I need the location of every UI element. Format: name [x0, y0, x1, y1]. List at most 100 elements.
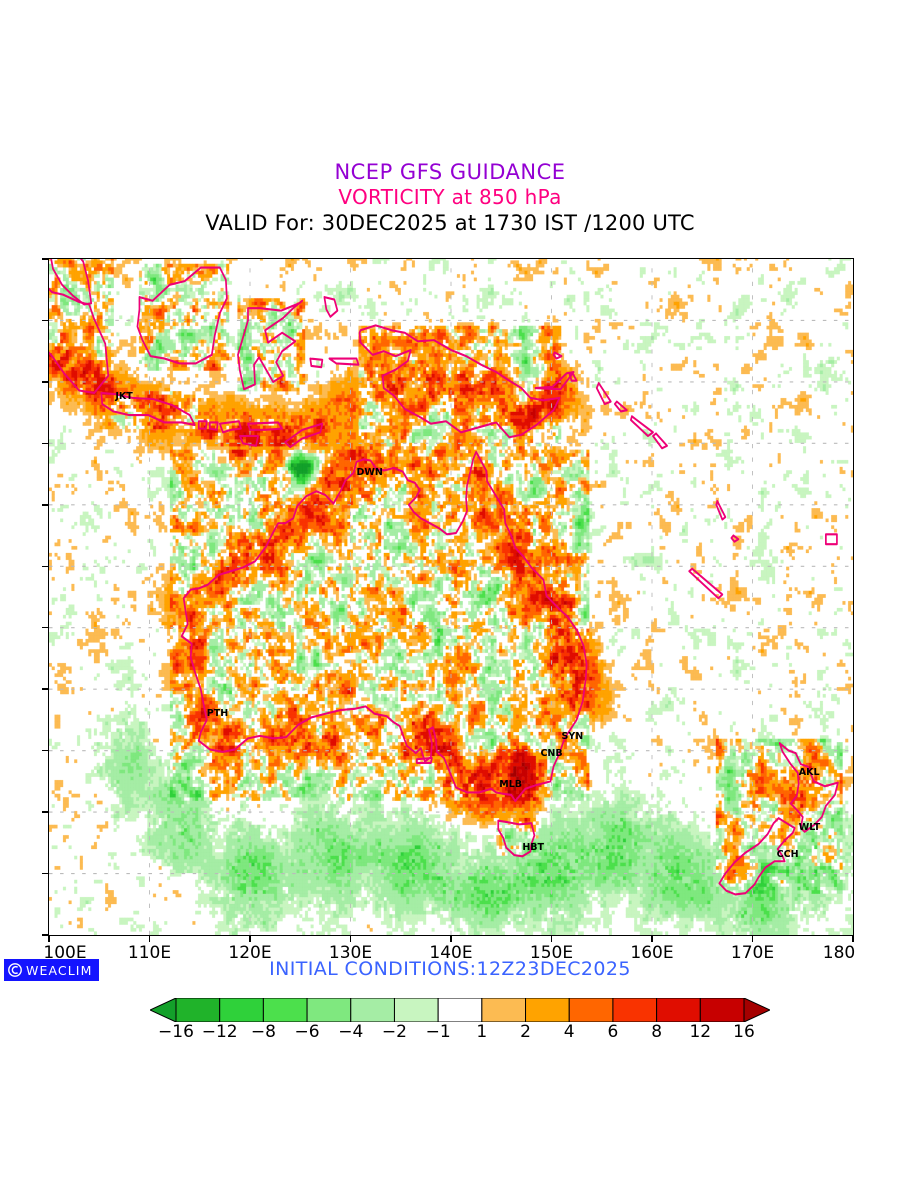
colorbar-swatch[interactable] — [262, 998, 308, 1022]
coastline-path — [49, 287, 110, 395]
map-canvas — [49, 259, 853, 935]
colorbar-tick: −8 — [250, 1022, 276, 1042]
x-axis-tick — [751, 935, 754, 942]
x-axis-label: 160E — [630, 943, 674, 963]
colorbar-tick: 6 — [607, 1022, 619, 1042]
coastline-path — [552, 351, 563, 360]
coastline-layer — [49, 259, 839, 896]
colorbar-swatch[interactable] — [437, 998, 483, 1022]
colorbar-swatch[interactable] — [656, 998, 701, 1022]
coastline-path — [688, 567, 724, 600]
city-label-akl: AKL — [798, 766, 820, 778]
x-axis-tick — [249, 935, 251, 942]
coastline-path — [825, 533, 838, 546]
y-axis-tick — [42, 627, 49, 629]
vorticity-contour-fill — [507, 762, 528, 795]
x-axis-label: 180 — [822, 943, 856, 963]
colorbar-tick: −2 — [381, 1022, 407, 1042]
city-label-cch: CCH — [776, 849, 799, 861]
x-axis-label: 100E — [43, 943, 87, 963]
colorbar-tick: 4 — [563, 1022, 575, 1042]
weaclim-logo-badge[interactable]: WEACLIM — [4, 959, 100, 981]
coastline-path — [534, 371, 575, 391]
x-axis-tick — [651, 935, 653, 942]
y-axis-tick — [42, 381, 49, 383]
x-axis-tick — [48, 935, 50, 942]
x-axis-tick — [550, 935, 553, 942]
x-axis-label: 140E — [429, 943, 473, 963]
city-label-hbt: HBT — [522, 841, 545, 853]
colorbar-swatch[interactable] — [568, 998, 614, 1022]
vorticity-contour-fill — [290, 463, 311, 478]
colorbar-tick: 8 — [651, 1022, 663, 1042]
coastline-path — [180, 450, 588, 803]
coastline-path — [100, 391, 196, 426]
colorbar-tick: 1 — [476, 1022, 488, 1042]
coastline-path — [730, 534, 740, 543]
y-axis-tick — [42, 749, 49, 752]
colorbar-swatch[interactable] — [699, 998, 745, 1022]
coastline-path — [358, 324, 561, 439]
city-label-dwn: DWN — [356, 466, 383, 478]
x-axis-tick — [450, 935, 452, 942]
coastline-path — [50, 259, 93, 306]
coastline-path — [284, 422, 324, 449]
colorbar-tick: −6 — [294, 1022, 320, 1042]
chart-title-block: NCEP GFS GUIDANCE VORTICITY at 850 hPa V… — [0, 160, 900, 237]
coastline-path — [595, 382, 612, 406]
y-axis-tick — [42, 258, 49, 260]
coastline-path — [208, 421, 219, 431]
coastline-path — [613, 400, 628, 413]
colorbar-swatch[interactable] — [350, 998, 395, 1022]
title-variable: VORTICITY at 850 hPa — [338, 185, 562, 209]
coastline-path — [237, 299, 304, 391]
colorbar-swatches — [150, 998, 770, 1022]
coastline-path — [239, 434, 259, 447]
colorbar-tick: −16 — [158, 1022, 194, 1042]
initial-conditions-text: INITIAL CONDITIONS:12Z23DEC2025 — [269, 958, 631, 980]
x-axis-tick — [349, 935, 352, 942]
colorbar-extend-high — [743, 998, 770, 1022]
coastline-path — [715, 500, 727, 521]
colorbar-swatch[interactable] — [306, 998, 352, 1022]
coastline-path — [718, 817, 796, 896]
colorbar-swatch[interactable] — [219, 998, 264, 1022]
circle-c-icon — [8, 963, 22, 977]
colorbar-swatch[interactable] — [393, 998, 439, 1022]
city-label-cnb: CNB — [540, 748, 563, 760]
city-label-mlb: MLB — [499, 779, 522, 791]
colorbar-swatch[interactable] — [612, 998, 658, 1022]
colorbar-tick: −12 — [201, 1022, 238, 1042]
x-axis-label: 120E — [228, 943, 272, 963]
coastline-path — [323, 296, 339, 318]
colorbar-swatch[interactable] — [175, 998, 221, 1022]
city-label-syn: SYN — [561, 731, 584, 743]
x-axis-label: 110E — [127, 943, 172, 963]
colorbar-tick: −4 — [338, 1022, 364, 1042]
coastline-path — [218, 420, 242, 434]
city-label-jkt: JKT — [115, 390, 133, 402]
y-axis-tick — [42, 565, 49, 567]
title-valid-time: VALID For: 30DEC2025 at 1730 IST /1200 U… — [205, 211, 695, 235]
y-axis-tick — [42, 319, 49, 322]
colorbar-swatch[interactable] — [481, 998, 527, 1022]
x-axis-label: 130E — [328, 943, 373, 963]
y-axis-tick — [42, 872, 49, 875]
coastline-path — [136, 266, 228, 365]
coastline-path — [197, 420, 208, 430]
colorbar-extend-low — [150, 998, 177, 1022]
coastline-path — [415, 756, 433, 764]
coastline-path — [497, 819, 536, 858]
x-axis-tick — [148, 935, 151, 942]
x-axis-tick — [852, 935, 854, 942]
colorbar-tick: 12 — [689, 1022, 712, 1042]
coastline-path — [309, 357, 324, 369]
y-axis-tick — [42, 811, 49, 813]
coastline-path — [247, 421, 284, 431]
colorbar-tick: 16 — [733, 1022, 755, 1042]
lat-lon-gridlines — [49, 259, 853, 935]
colorbar-swatch[interactable] — [525, 998, 570, 1022]
colorbar[interactable]: −16 −12 −8 −6 −4 −2 −1 1 2 4 6 8 12 16 — [150, 998, 770, 1058]
title-model: NCEP GFS GUIDANCE — [334, 160, 566, 184]
